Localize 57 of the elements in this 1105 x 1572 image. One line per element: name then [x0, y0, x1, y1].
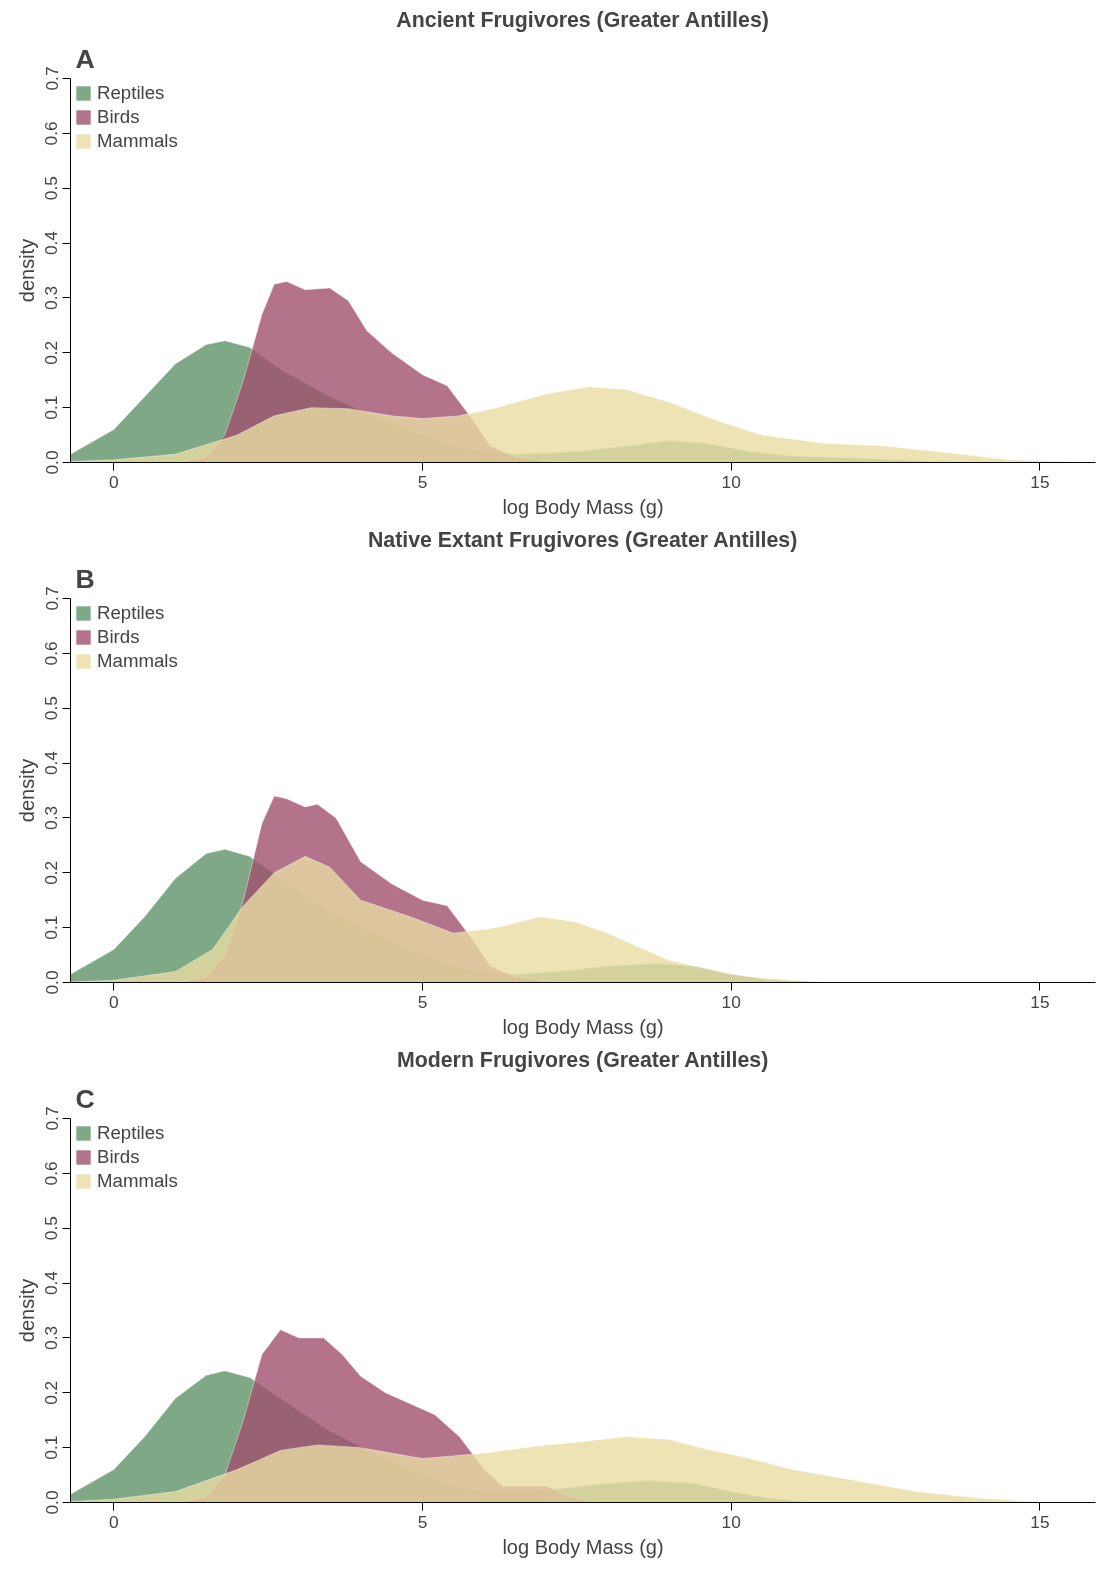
x-tick-label: 0 — [108, 471, 119, 492]
y-tick-label: 0.1 — [41, 395, 62, 420]
y-axis-title: density — [15, 1278, 38, 1343]
x-axis-title: log Body Mass (g) — [502, 1015, 664, 1038]
y-tick-label: 0.7 — [41, 1106, 62, 1131]
text: C — [75, 1083, 95, 1114]
y-tick-label: 0.2 — [41, 340, 62, 365]
y-tick-label: 0.4 — [41, 1270, 62, 1296]
chart-title: Modern Frugivores (Greater Antilles) — [396, 1047, 769, 1072]
y-tick-label: 0.6 — [41, 641, 62, 666]
text: A — [75, 43, 95, 74]
legend-label: Reptiles — [97, 602, 165, 624]
legend-label: Reptiles — [97, 82, 165, 104]
y-tick-label: 0.5 — [41, 1216, 62, 1241]
x-tick-label: 0 — [108, 1511, 119, 1532]
y-tick-label: 0.0 — [41, 450, 62, 475]
y-tick-label: 0.4 — [41, 750, 62, 776]
x-tick-label: 15 — [1030, 471, 1050, 492]
legend-label: Birds — [97, 106, 140, 128]
x-tick-label: 5 — [417, 991, 428, 1012]
x-axis-title: log Body Mass (g) — [502, 1535, 664, 1558]
x-tick-label: 15 — [1030, 1511, 1050, 1532]
x-tick-label: 10 — [721, 991, 741, 1012]
y-tick-label: 0.4 — [41, 230, 62, 256]
y-tick-label: 0.0 — [41, 970, 62, 995]
y-tick-label: 0.3 — [41, 1325, 62, 1350]
y-tick-label: 0.1 — [41, 1435, 62, 1460]
y-tick-label: 0.6 — [41, 1161, 62, 1186]
y-axis-title: density — [15, 238, 38, 303]
y-tick-label: 0.3 — [41, 805, 62, 830]
y-tick-label: 0.7 — [41, 66, 62, 91]
text: B — [75, 563, 95, 594]
legend-label: Reptiles — [97, 1122, 165, 1144]
x-tick-label: 10 — [721, 471, 741, 492]
x-tick-label: 10 — [721, 1511, 741, 1532]
y-tick-label: 0.1 — [41, 915, 62, 940]
y-tick-label: 0.5 — [41, 176, 62, 201]
y-axis-title: density — [15, 758, 38, 823]
legend-label: Mammals — [97, 650, 178, 672]
y-tick-label: 0.2 — [41, 860, 62, 885]
x-axis-title: log Body Mass (g) — [502, 495, 664, 518]
x-tick-label: 0 — [108, 991, 119, 1012]
legend-label: Birds — [97, 626, 140, 648]
chart-title: Native Extant Frugivores (Greater Antilles) — [367, 527, 798, 552]
legend-label: Birds — [97, 1146, 140, 1168]
legend-label: Mammals — [97, 1170, 178, 1192]
x-tick-label: 5 — [417, 1511, 428, 1532]
y-tick-label: 0.3 — [41, 285, 62, 310]
y-tick-label: 0.2 — [41, 1380, 62, 1405]
x-tick-label: 5 — [417, 471, 428, 492]
chart-title: Ancient Frugivores (Greater Antilles) — [396, 7, 769, 32]
legend-label: Mammals — [97, 130, 178, 152]
y-tick-label: 0.0 — [41, 1490, 62, 1515]
x-tick-label: 15 — [1030, 991, 1050, 1012]
y-tick-label: 0.5 — [41, 696, 62, 721]
y-tick-label: 0.6 — [41, 121, 62, 146]
y-tick-label: 0.7 — [41, 586, 62, 611]
